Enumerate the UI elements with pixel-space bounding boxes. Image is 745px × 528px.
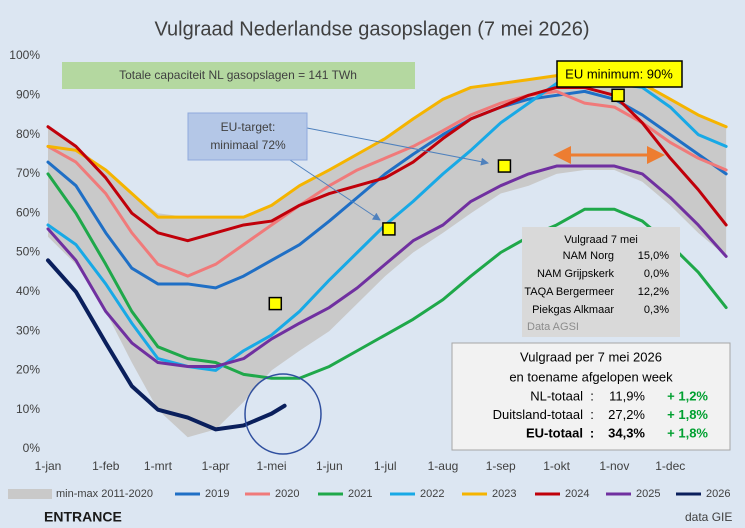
info-name: NAM Grijpskerk <box>537 268 615 280</box>
series-line <box>46 89 728 278</box>
legend-label: 2020 <box>275 488 299 500</box>
summary-change: + 1,8% <box>667 425 708 440</box>
info-name: TAQA Bergermeer <box>524 286 614 298</box>
info-title: Vulgraad 7 mei <box>564 234 638 246</box>
legend-label: 2025 <box>636 488 660 500</box>
series-line <box>46 172 728 380</box>
x-tick-label: 1-jun <box>316 459 343 473</box>
summary-title: Vulgraad per 7 mei 2026 <box>520 349 662 364</box>
summary-value: 11,9% <box>609 388 645 403</box>
legend-swatch <box>8 489 52 499</box>
x-tick-label: 1-nov <box>599 459 629 473</box>
legend-label: 2024 <box>565 488 589 500</box>
brand: ENTRANCE <box>44 509 122 525</box>
x-tick-label: 1-apr <box>202 459 230 473</box>
y-tick-label: 30% <box>16 323 40 337</box>
minimum-note: EU minimum: 90% <box>565 66 673 81</box>
info-value: 15,0% <box>638 250 669 262</box>
arrow <box>289 159 381 221</box>
legend-label: 2026 <box>706 488 730 500</box>
summary-label: NL-totaal <box>530 388 583 403</box>
info-value: 0,0% <box>644 268 669 280</box>
x-tick-label: 1-sep <box>486 459 516 473</box>
target-box <box>187 112 308 161</box>
y-tick-label: 40% <box>16 284 40 298</box>
legend-label: 2021 <box>348 488 372 500</box>
legend-label: min-max 2011-2020 <box>56 488 153 500</box>
y-tick-label: 50% <box>16 245 40 259</box>
x-tick-label: 1-jan <box>35 459 62 473</box>
summary-change: + 1,2% <box>667 388 708 403</box>
y-tick-label: 80% <box>16 127 40 141</box>
x-tick-label: 1-dec <box>655 459 685 473</box>
target-marker <box>497 159 512 173</box>
capacity-note: Totale capaciteit NL gasopslagen = 141 T… <box>119 68 357 82</box>
legend-label: 2019 <box>205 488 229 500</box>
arrow <box>306 127 489 166</box>
legend-label: 2023 <box>492 488 516 500</box>
y-tick-label: 10% <box>16 402 40 416</box>
target-note: EU-target: <box>221 120 276 134</box>
info-name: NAM Norg <box>563 250 614 262</box>
highlight-circle <box>244 373 322 455</box>
summary-value: 27,2% <box>608 407 645 422</box>
target-marker <box>611 88 625 103</box>
target-marker <box>382 222 396 236</box>
info-name: Piekgas Alkmaar <box>532 304 614 316</box>
y-tick-label: 100% <box>9 48 40 62</box>
note-box <box>62 62 415 89</box>
x-tick-label: 1-feb <box>92 459 120 473</box>
y-tick-label: 90% <box>16 87 40 101</box>
x-tick-label: 1-jul <box>374 459 397 473</box>
summary-colon: : <box>590 388 594 403</box>
x-tick-label: 1-mei <box>257 459 287 473</box>
info-source: Data AGSI <box>527 321 579 333</box>
summary-label: Duitsland-totaal <box>493 407 583 422</box>
minimum-box <box>556 60 683 88</box>
y-tick-label: 20% <box>16 363 40 377</box>
x-tick-label: 1-aug <box>428 459 459 473</box>
x-tick-label: 1-mrt <box>144 459 173 473</box>
target-marker <box>268 296 283 311</box>
series-line <box>46 258 287 432</box>
target-note: minimaal 72% <box>210 138 286 152</box>
summary-table <box>451 342 731 451</box>
summary-label: EU-totaal <box>526 425 583 440</box>
summary-subtitle: en toename afgelopen week <box>509 369 673 384</box>
info-table <box>522 227 680 337</box>
source-note: data GIE <box>685 510 732 524</box>
summary-colon: : <box>590 425 594 440</box>
y-tick-label: 70% <box>16 166 40 180</box>
legend-label: 2022 <box>420 488 444 500</box>
series-line <box>46 164 728 368</box>
summary-colon: : <box>590 407 594 422</box>
summary-change: + 1,8% <box>667 407 708 422</box>
x-tick-label: 1-okt <box>543 459 570 473</box>
y-tick-label: 0% <box>23 441 41 455</box>
info-value: 12,2% <box>638 286 669 298</box>
summary-value: 34,3% <box>608 425 645 440</box>
annotations: Totale capaciteit NL gasopslagen = 141 T… <box>44 60 732 525</box>
chart-title: Vulgraad Nederlandse gasopslagen (7 mei … <box>154 18 589 40</box>
info-value: 0,3% <box>644 304 669 316</box>
y-tick-label: 60% <box>16 205 40 219</box>
